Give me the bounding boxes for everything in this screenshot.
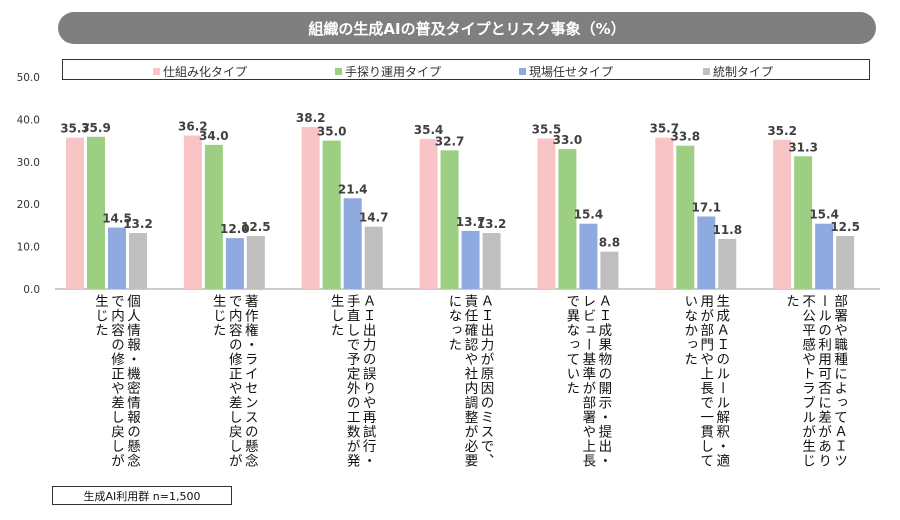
y-tick-label: 50.0 <box>17 72 40 84</box>
legend-label: 統制タイプ <box>713 65 774 79</box>
data-label: 35.4 <box>414 123 444 137</box>
bar <box>66 137 84 289</box>
data-label: 13.7 <box>456 215 486 229</box>
bar <box>419 138 438 289</box>
data-label: 33.8 <box>670 130 700 144</box>
legend: 仕組み化タイプ 手探り運用タイプ 現場任せタイプ 統制タイプ <box>62 59 870 80</box>
legend-item: 現場任せタイプ <box>519 63 613 80</box>
bar <box>129 233 147 289</box>
category-label: 生成ＡＩのルール解釈・適用が部門や上長で一貫していなかった <box>681 294 730 468</box>
category-label: ＡＩ出力が原因のミスで、責任確認や社内調整が必要になった <box>445 294 494 468</box>
bar <box>600 251 619 289</box>
category-label: 著作権・ライセンスの懸念で内容の修正や差し戻しが生じた <box>209 294 258 468</box>
bar <box>461 230 480 289</box>
data-label: 36.2 <box>178 120 208 134</box>
bar <box>225 238 244 289</box>
data-label: 14.5 <box>102 212 132 226</box>
category-label: 部署や職種によってＡＩツールの利用可否に差があり不公平感やトラブルが生じた <box>783 294 848 468</box>
y-tick-label: 10.0 <box>17 242 40 254</box>
y-tick-label: 40.0 <box>17 114 40 126</box>
data-label: 33.0 <box>553 133 583 147</box>
data-label: 35.0 <box>317 125 347 139</box>
legend-item: 手探り運用タイプ <box>335 63 441 80</box>
bar <box>482 233 501 289</box>
sample-note: 生成AI利用群 n=1,500 <box>52 486 232 505</box>
bar <box>815 223 834 289</box>
data-label: 35.5 <box>532 122 562 136</box>
legend-label: 手探り運用タイプ <box>345 65 442 79</box>
legend-label: 現場任せタイプ <box>529 65 614 79</box>
bar <box>246 236 265 289</box>
legend-swatch <box>335 68 342 75</box>
data-label: 14.7 <box>359 211 389 225</box>
data-label: 35.9 <box>81 121 111 135</box>
bar <box>183 135 202 289</box>
data-label: 12.0 <box>220 222 250 236</box>
data-label: 35.7 <box>649 122 679 136</box>
category-label: ＡＩ成果物の開示・提出・レビュー基準が部署や上長で異なっていた <box>563 294 612 468</box>
bar <box>364 226 383 289</box>
bar <box>87 136 105 289</box>
data-label: 32.7 <box>435 134 465 148</box>
bar <box>440 150 459 289</box>
chart-title: 組織の生成AIの普及タイプとリスク事象（%） <box>58 12 876 44</box>
y-tick-label: 0.0 <box>23 284 40 296</box>
bar <box>108 227 126 289</box>
data-label: 12.5 <box>830 220 860 234</box>
y-tick-label: 30.0 <box>17 157 40 169</box>
data-label: 8.8 <box>599 236 620 250</box>
data-label: 11.8 <box>712 223 742 237</box>
bar <box>676 145 695 289</box>
category-label: ＡＩ出力の誤りや再試行・手直しで予定外の工数が発生した <box>327 294 376 468</box>
data-label: 21.4 <box>338 182 368 196</box>
legend-swatch <box>703 68 710 75</box>
data-label: 15.4 <box>809 208 839 222</box>
legend-label: 仕組み化タイプ <box>163 65 248 79</box>
data-label: 38.2 <box>296 111 326 125</box>
legend-item: 仕組み化タイプ <box>153 63 247 80</box>
bar <box>537 138 556 289</box>
category-label: 個人情報・機密情報の懸念で内容の修正や差し戻しが生じた <box>91 294 140 468</box>
data-label: 13.2 <box>123 217 153 231</box>
bar <box>558 149 577 289</box>
bar <box>343 198 362 289</box>
data-label: 12.5 <box>241 220 271 234</box>
bar <box>322 140 341 289</box>
bar <box>697 216 716 289</box>
bar <box>773 139 792 289</box>
bar <box>579 223 598 289</box>
bar <box>794 156 813 289</box>
data-label: 35.2 <box>767 124 797 138</box>
bar <box>655 137 674 289</box>
y-tick-label: 20.0 <box>17 199 40 211</box>
bar <box>301 127 320 289</box>
legend-item: 統制タイプ <box>703 63 773 80</box>
bar <box>204 144 223 289</box>
legend-swatch <box>153 68 160 75</box>
data-label: 17.1 <box>691 200 721 214</box>
data-label: 13.2 <box>477 217 507 231</box>
data-label: 31.3 <box>788 140 818 154</box>
data-label: 35.7 <box>60 122 90 136</box>
data-label: 15.4 <box>574 208 604 222</box>
legend-swatch <box>519 68 526 75</box>
chart-plot: 0.010.020.030.040.050.035.735.914.513.23… <box>17 72 880 296</box>
bar <box>718 238 737 289</box>
bar <box>836 236 855 289</box>
data-label: 34.0 <box>199 129 229 143</box>
